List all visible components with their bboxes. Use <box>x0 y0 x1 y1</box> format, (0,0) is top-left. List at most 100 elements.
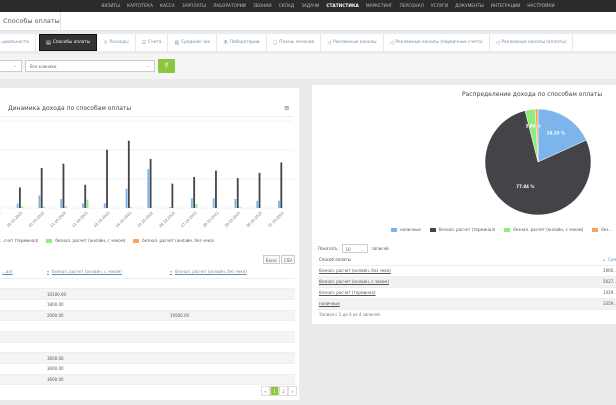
csv-button[interactable]: CSV <box>281 255 296 264</box>
table-row: безнал. расчет (онлайн, с чеком) 5627… <box>318 276 616 288</box>
column-header-label: …ал) <box>2 269 13 275</box>
bar-chart: 18.10.2022 19.10.2022 20.10.2022 21.10.2022… <box>0 120 293 228</box>
entries-label: записей <box>371 246 389 251</box>
table-cell <box>0 331 45 343</box>
tab-label: Счета <box>148 40 162 45</box>
nav-item[interactable]: ДОКУМЕНТЫ <box>455 3 484 9</box>
nav-item[interactable]: КАРТОТЕКА <box>126 3 153 9</box>
search-button[interactable]: ⚲ <box>158 59 175 73</box>
tab-3[interactable]: ☷ Счета <box>136 34 169 51</box>
show-label: Показать <box>318 246 338 251</box>
x-tick-label: 20.10.2022 <box>28 211 45 228</box>
table-row <box>0 320 295 332</box>
nav-item[interactable]: ВИЗИТЫ <box>101 3 120 9</box>
excel-button[interactable]: Excel <box>263 255 280 264</box>
bar <box>239 207 241 208</box>
search-icon: ⚲ <box>164 62 169 69</box>
page-button[interactable]: 2 <box>279 386 288 396</box>
legend-item[interactable]: безнал. расчет (онлайн, с чеком) <box>46 238 125 243</box>
tab-5[interactable]: ⚗ Лаборатории <box>217 34 267 51</box>
clinic-select[interactable]: Все клиники ⌄ <box>25 60 155 72</box>
column-header[interactable]: ▾ безнал. расчет (онлайн, без чека) <box>168 266 295 279</box>
nav-item[interactable]: ЗВОНКИ <box>253 3 272 9</box>
table-cell: 3600.00 <box>45 363 168 375</box>
page-button[interactable]: » <box>288 386 297 396</box>
tab-4[interactable]: ▥ Средний чек <box>168 34 218 51</box>
legend-item[interactable]: наличные <box>391 227 421 232</box>
legend-item[interactable]: без… <box>592 227 612 232</box>
table-cell <box>0 363 45 375</box>
payment-method-link[interactable]: безнал. расчет (терминал) <box>318 287 602 299</box>
nav-item[interactable]: ПЕРСОНАЛ <box>399 3 424 9</box>
tab-7[interactable]: ◁ Рекламные каналы <box>321 34 384 51</box>
clinic-select-value: Все клиники <box>30 64 57 69</box>
tab-2[interactable]: ⇧ Расходы <box>97 34 136 51</box>
tab-8[interactable]: ◁ Рекламные каналы (первичные счета) <box>384 34 490 51</box>
nav-item[interactable]: ЗАРПЛАТЫ <box>181 3 206 9</box>
nav-item[interactable]: НАСТРОЙКИ <box>527 3 555 9</box>
table-cell: 3600.00 <box>45 352 168 364</box>
bar <box>103 203 106 208</box>
tab-0[interactable]: …циальности <box>0 34 37 51</box>
bar <box>18 187 21 208</box>
chart-menu-icon[interactable]: ≡ <box>284 104 290 112</box>
nav-item[interactable]: ИНТЕГРАЦИИ <box>490 3 521 9</box>
tab-label: …циальности <box>0 40 30 45</box>
legend-item[interactable]: безнал. расчет (онлайн, без чека) <box>133 238 214 243</box>
x-tick-label: 29.10.2022 <box>224 211 241 228</box>
legend-item[interactable]: безнал. расчет (терминал) <box>429 227 495 232</box>
table-cell <box>168 288 295 300</box>
table-cell <box>0 374 45 386</box>
breadcrumb-current: Способы оплаты <box>3 17 60 25</box>
page-button[interactable]: 1 <box>270 386 279 396</box>
column-header[interactable]: Способ оплаты <box>318 254 602 266</box>
period-select[interactable]: ⌄ <box>0 60 22 72</box>
tab-9[interactable]: ◁ Рекламные каналы (оплаты) <box>490 34 574 51</box>
legend-swatch <box>592 227 599 232</box>
column-header[interactable]: ▴Сумм… <box>602 254 616 266</box>
bar <box>43 206 45 208</box>
legend-item[interactable]: …счет (терминал) <box>0 238 38 243</box>
pie-title: Распределение дохода по способам оплаты <box>462 91 603 98</box>
tab-1[interactable]: ▤ Способы оплаты <box>39 34 98 51</box>
table-row: 1800.00 <box>0 299 295 311</box>
x-tick-label: 22.10.2022 <box>71 211 88 228</box>
column-header[interactable]: ▾ безнал. расчет (онлайн, с чеком) <box>45 266 168 279</box>
list-icon: ☷ <box>141 39 147 46</box>
table-cell <box>168 331 295 343</box>
tab-label: Рекламные каналы (первичные счета) <box>395 40 483 45</box>
tab-6[interactable]: ▢ Планы лечения <box>267 34 322 51</box>
tab-label: Лаборатории <box>229 40 260 45</box>
nav-item[interactable]: ЛАБОРАТОРИИ <box>212 3 246 9</box>
amount-cell: 1429… <box>602 287 616 299</box>
divider <box>0 116 293 117</box>
table-row: 3600.00 <box>0 374 295 386</box>
column-header[interactable]: …ал) <box>0 266 45 279</box>
stats-tabs: …циальности ▤ Способы оплаты ⇧ Расходы ☷ Счета… <box>0 34 616 51</box>
nav-item[interactable]: УСЛУГИ <box>430 3 449 9</box>
nav-item[interactable]: ЗАДАЧИ <box>301 3 320 9</box>
legend-label: безнал. расчет (онлайн, без чека) <box>142 238 215 243</box>
pie-chart-legend: наличные безнал. расчет (терминал) безнал.… <box>391 227 612 232</box>
table-cell <box>168 352 295 364</box>
payment-methods-table: Способ оплаты▴Сумм…безнал. расчет (онлай… <box>318 254 616 310</box>
payment-method-link[interactable]: наличные <box>318 298 602 310</box>
table-cell: 19500.00 <box>168 310 295 322</box>
bar <box>190 198 193 208</box>
page-size-select[interactable]: 10 ⌄ <box>341 244 368 253</box>
legend-item[interactable]: безнал. расчет (онлайн, с чеком) <box>504 227 583 232</box>
nav-item[interactable]: КАССА <box>159 3 175 9</box>
table-cell: 1800.00 <box>45 299 168 311</box>
payment-method-link[interactable]: безнал. расчет (онлайн, с чеком) <box>318 276 602 288</box>
payment-method-link[interactable]: безнал. расчет (онлайн, без чека) <box>318 265 602 277</box>
column-header-label: безнал. расчет (онлайн, без чека) <box>175 269 247 275</box>
page-button[interactable]: « <box>261 386 270 396</box>
nav-item[interactable]: СТАТИСТИКА <box>326 3 359 9</box>
bar <box>125 188 128 208</box>
table-cell <box>0 288 45 300</box>
table-cell: 10100.00 <box>45 288 168 300</box>
bar <box>193 176 196 208</box>
nav-item[interactable]: СКЛАД <box>278 3 295 9</box>
megaphone-icon: ◁ <box>495 39 500 46</box>
nav-item[interactable]: МАРКЕТИНГ <box>365 3 393 9</box>
